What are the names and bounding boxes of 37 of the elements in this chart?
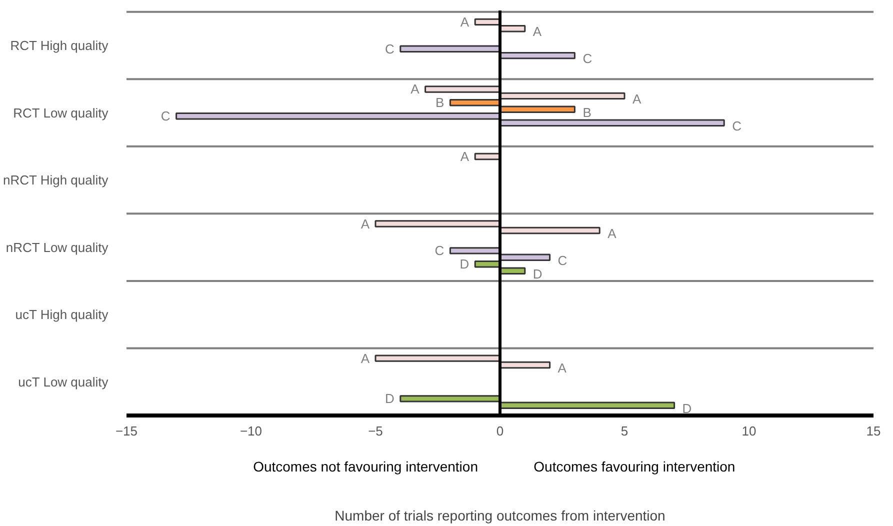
text: Outcomes favouring intervention bbox=[534, 458, 736, 474]
text: D bbox=[682, 400, 692, 416]
y-tick-label: RCT Low quality bbox=[13, 105, 109, 120]
text: A bbox=[632, 91, 642, 106]
x-tick-label: −15 bbox=[115, 424, 138, 438]
series-label: B bbox=[582, 104, 592, 120]
x-tick-label: 10 bbox=[742, 424, 756, 438]
y-tick-label: nRCT High quality bbox=[3, 172, 109, 188]
text: D bbox=[385, 391, 394, 406]
y-tick-label: RCT High quality bbox=[10, 38, 109, 53]
text: C bbox=[732, 118, 742, 134]
series-label: D bbox=[460, 256, 470, 272]
text: A bbox=[460, 148, 470, 164]
y-tick-label: ucT High quality bbox=[15, 307, 109, 322]
x-axis-title: Number of trials reporting outcomes from intervention bbox=[334, 508, 666, 524]
y-tick-label: nRCT Low quality bbox=[6, 240, 109, 255]
text: C bbox=[434, 243, 444, 258]
series-label: D bbox=[532, 266, 542, 282]
x-tick-label: 5 bbox=[620, 424, 628, 438]
y-tick-label: ucT Low quality bbox=[18, 374, 109, 390]
series-label: A bbox=[532, 24, 542, 40]
text: A bbox=[410, 82, 420, 97]
series-label: B bbox=[436, 95, 444, 110]
x-tick-label: −5 bbox=[368, 424, 383, 438]
text: A bbox=[360, 350, 370, 366]
x-tick-label: 15 bbox=[866, 424, 881, 438]
text: A bbox=[360, 216, 370, 232]
text: Outcomes not favouring intervention bbox=[253, 458, 478, 474]
text: A bbox=[608, 226, 616, 241]
text: C bbox=[160, 108, 170, 124]
x-tick-label: 0 bbox=[496, 424, 504, 438]
text: C bbox=[558, 252, 568, 268]
x-tick-label: −10 bbox=[240, 424, 262, 438]
series-label: C bbox=[385, 41, 394, 56]
series-label: A bbox=[460, 14, 470, 30]
series-label: C bbox=[582, 51, 592, 66]
text: A bbox=[558, 360, 566, 376]
